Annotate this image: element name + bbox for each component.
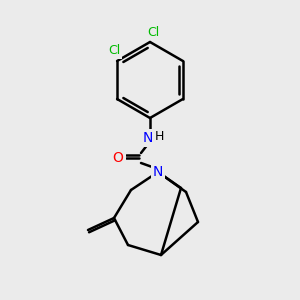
Text: H: H [154,130,164,143]
Text: Cl: Cl [108,44,120,58]
Text: N: N [143,131,153,145]
Text: Cl: Cl [147,26,159,38]
Text: N: N [153,165,163,179]
Text: O: O [112,151,123,165]
